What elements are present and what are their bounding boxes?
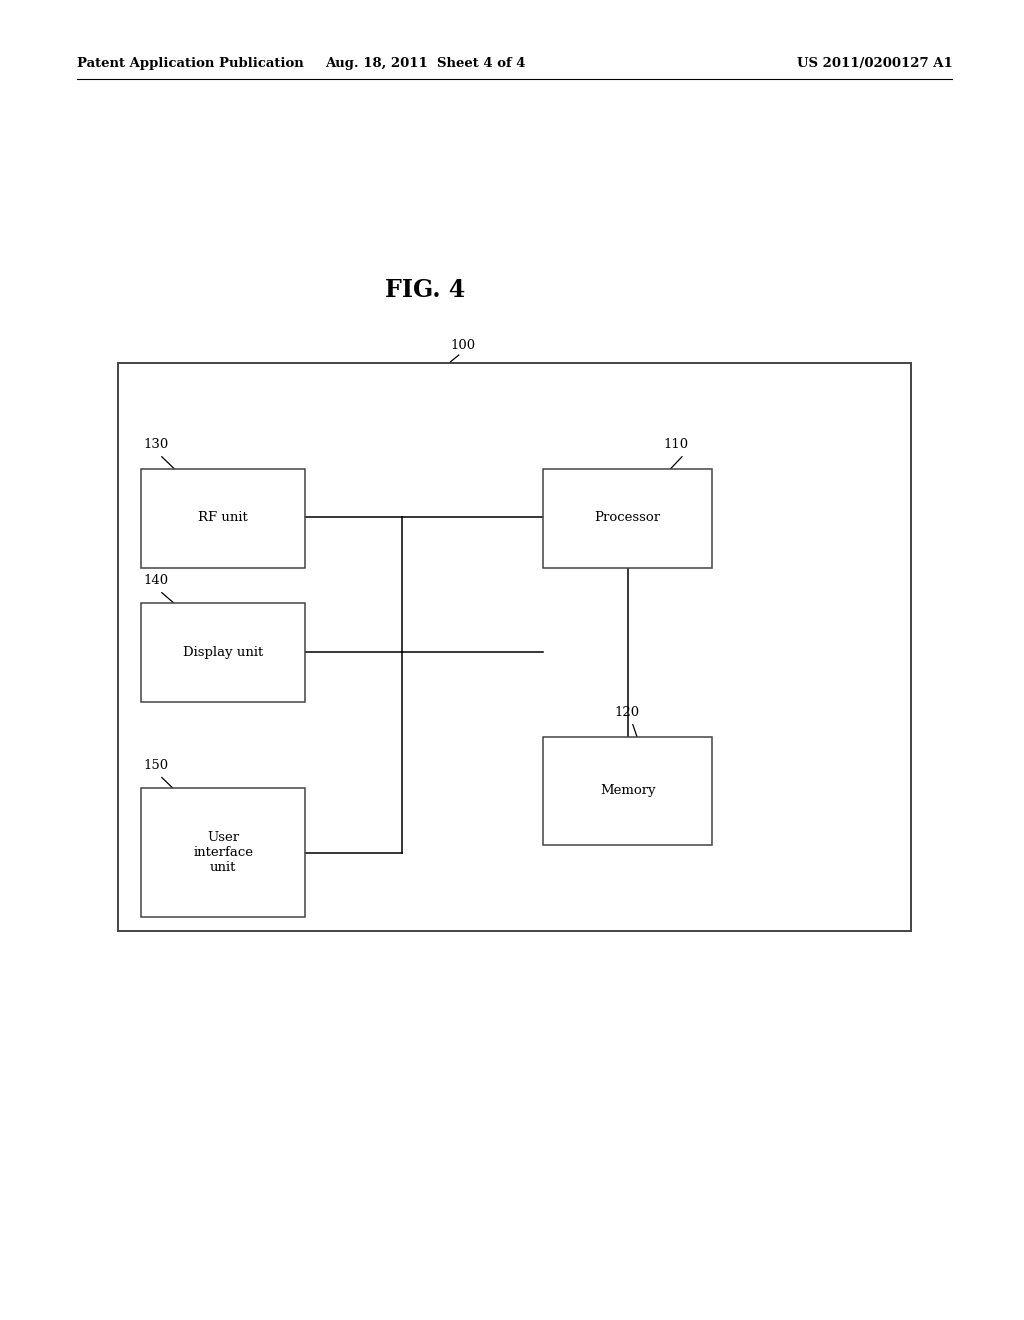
Bar (141, 603, 305, 702)
Bar (118, 363, 911, 931)
Text: 130: 130 (143, 438, 169, 451)
Text: Memory: Memory (600, 784, 655, 797)
Text: Processor: Processor (595, 511, 660, 524)
Text: 150: 150 (143, 759, 169, 772)
Bar (141, 469, 305, 568)
Text: 140: 140 (143, 574, 169, 587)
Text: 120: 120 (614, 706, 640, 719)
Text: Aug. 18, 2011  Sheet 4 of 4: Aug. 18, 2011 Sheet 4 of 4 (325, 57, 525, 70)
Text: 110: 110 (664, 438, 689, 451)
Bar (543, 737, 712, 845)
Text: FIG. 4: FIG. 4 (385, 279, 465, 302)
Bar (543, 469, 712, 568)
Text: 100: 100 (451, 339, 475, 352)
Text: US 2011/0200127 A1: US 2011/0200127 A1 (797, 57, 952, 70)
Text: Patent Application Publication: Patent Application Publication (77, 57, 303, 70)
Bar (141, 788, 305, 917)
Text: User
interface
unit: User interface unit (194, 832, 253, 874)
Text: RF unit: RF unit (199, 511, 248, 524)
Text: Display unit: Display unit (183, 645, 263, 659)
